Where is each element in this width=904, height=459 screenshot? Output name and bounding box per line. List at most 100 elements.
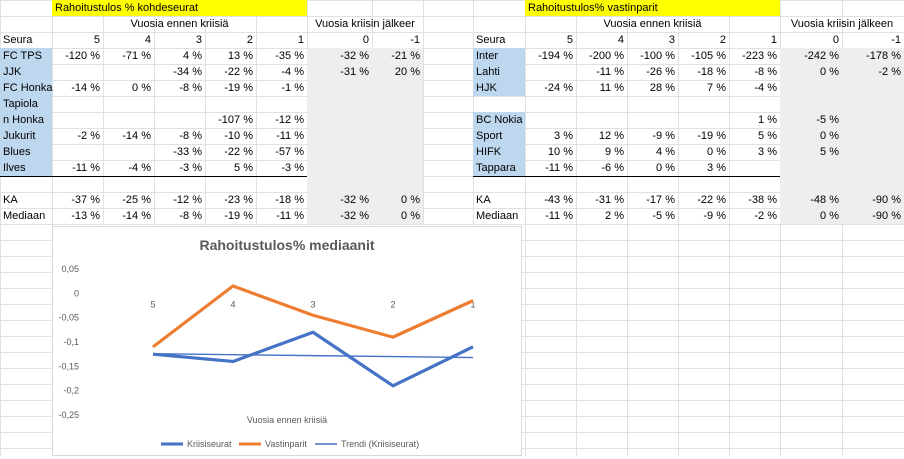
value-cell[interactable]: -4 %: [103, 160, 154, 176]
summary-label[interactable]: Mediaan: [473, 208, 525, 224]
summary-value[interactable]: -17 %: [627, 192, 678, 208]
value-cell[interactable]: -4 %: [256, 64, 307, 80]
group-header-before[interactable]: Vuosia ennen kriisiä: [52, 16, 307, 32]
row-label[interactable]: Lahti: [473, 64, 525, 80]
summary-value[interactable]: -18 %: [256, 192, 307, 208]
value-cell[interactable]: 28 %: [627, 80, 678, 96]
value-cell[interactable]: -71 %: [103, 48, 154, 64]
summary-value[interactable]: -25 %: [103, 192, 154, 208]
value-cell[interactable]: -242 %: [780, 48, 842, 64]
summary-value[interactable]: -32 %: [307, 208, 372, 224]
year-header[interactable]: 1: [729, 32, 780, 48]
summary-value[interactable]: 0 %: [372, 192, 423, 208]
summary-value[interactable]: -2 %: [729, 208, 780, 224]
summary-value[interactable]: 0 %: [780, 208, 842, 224]
column-header-seura[interactable]: Seura: [0, 32, 52, 48]
value-cell[interactable]: -120 %: [52, 48, 103, 64]
year-header[interactable]: 0: [307, 32, 372, 48]
row-label[interactable]: FC Honka: [0, 80, 52, 96]
value-cell[interactable]: -26 %: [627, 64, 678, 80]
value-cell[interactable]: 9 %: [576, 144, 627, 160]
summary-value[interactable]: -19 %: [205, 208, 256, 224]
summary-value[interactable]: -13 %: [52, 208, 103, 224]
value-cell[interactable]: 0 %: [678, 144, 729, 160]
value-cell[interactable]: 4 %: [154, 48, 205, 64]
year-header[interactable]: 1: [256, 32, 307, 48]
value-cell[interactable]: -105 %: [678, 48, 729, 64]
summary-label[interactable]: KA: [473, 192, 525, 208]
year-header[interactable]: 3: [154, 32, 205, 48]
year-header[interactable]: 2: [678, 32, 729, 48]
value-cell[interactable]: -178 %: [842, 48, 904, 64]
value-cell[interactable]: -19 %: [205, 80, 256, 96]
value-cell[interactable]: -11 %: [576, 64, 627, 80]
summary-value[interactable]: -43 %: [525, 192, 576, 208]
value-cell[interactable]: -19 %: [678, 128, 729, 144]
group-header-after[interactable]: Vuosia kriisin jälkeer: [307, 16, 423, 32]
row-label[interactable]: HJK: [473, 80, 525, 96]
summary-value[interactable]: -23 %: [205, 192, 256, 208]
year-header[interactable]: -1: [842, 32, 904, 48]
summary-label[interactable]: KA: [0, 192, 52, 208]
value-cell[interactable]: -5 %: [780, 112, 842, 128]
value-cell[interactable]: -8 %: [154, 128, 205, 144]
group-header-before[interactable]: Vuosia ennen kriisiä: [525, 16, 780, 32]
value-cell[interactable]: 20 %: [372, 64, 423, 80]
row-label[interactable]: HIFK: [473, 144, 525, 160]
value-cell[interactable]: -33 %: [154, 144, 205, 160]
value-cell[interactable]: -32 %: [307, 48, 372, 64]
value-cell[interactable]: -3 %: [154, 160, 205, 176]
row-label[interactable]: FC TPS: [0, 48, 52, 64]
row-label[interactable]: JJK: [0, 64, 52, 80]
summary-value[interactable]: -14 %: [103, 208, 154, 224]
summary-value[interactable]: -12 %: [154, 192, 205, 208]
summary-value[interactable]: -90 %: [842, 208, 904, 224]
value-cell[interactable]: -22 %: [205, 64, 256, 80]
year-header[interactable]: 5: [52, 32, 103, 48]
value-cell[interactable]: -11 %: [52, 160, 103, 176]
value-cell[interactable]: -31 %: [307, 64, 372, 80]
value-cell[interactable]: -107 %: [205, 112, 256, 128]
year-header[interactable]: 3: [627, 32, 678, 48]
value-cell[interactable]: 4 %: [627, 144, 678, 160]
year-header[interactable]: 4: [576, 32, 627, 48]
value-cell[interactable]: -10 %: [205, 128, 256, 144]
summary-value[interactable]: -90 %: [842, 192, 904, 208]
value-cell[interactable]: 10 %: [525, 144, 576, 160]
value-cell[interactable]: -14 %: [52, 80, 103, 96]
row-label[interactable]: Tappara: [473, 160, 525, 176]
value-cell[interactable]: -100 %: [627, 48, 678, 64]
summary-value[interactable]: -48 %: [780, 192, 842, 208]
value-cell[interactable]: 11 %: [576, 80, 627, 96]
value-cell[interactable]: -200 %: [576, 48, 627, 64]
value-cell[interactable]: 12 %: [576, 128, 627, 144]
value-cell[interactable]: -9 %: [627, 128, 678, 144]
value-cell[interactable]: 0 %: [627, 160, 678, 176]
value-cell[interactable]: 0 %: [103, 80, 154, 96]
year-header[interactable]: 2: [205, 32, 256, 48]
summary-value[interactable]: -38 %: [729, 192, 780, 208]
year-header[interactable]: 4: [103, 32, 154, 48]
value-cell[interactable]: 7 %: [678, 80, 729, 96]
summary-value[interactable]: -37 %: [52, 192, 103, 208]
row-label[interactable]: Tapiola: [0, 96, 52, 112]
value-cell[interactable]: -18 %: [678, 64, 729, 80]
value-cell[interactable]: -34 %: [154, 64, 205, 80]
value-cell[interactable]: 1 %: [729, 112, 780, 128]
value-cell[interactable]: 0 %: [780, 128, 842, 144]
summary-value[interactable]: -22 %: [678, 192, 729, 208]
summary-value[interactable]: -8 %: [154, 208, 205, 224]
year-header[interactable]: -1: [372, 32, 423, 48]
value-cell[interactable]: -8 %: [154, 80, 205, 96]
row-label[interactable]: n Honka: [0, 112, 52, 128]
value-cell[interactable]: -8 %: [729, 64, 780, 80]
summary-value[interactable]: -31 %: [576, 192, 627, 208]
column-header-seura[interactable]: Seura: [473, 32, 525, 48]
value-cell[interactable]: -223 %: [729, 48, 780, 64]
summary-value[interactable]: 2 %: [576, 208, 627, 224]
row-label[interactable]: Sport: [473, 128, 525, 144]
value-cell[interactable]: -1 %: [256, 80, 307, 96]
summary-value[interactable]: -5 %: [627, 208, 678, 224]
row-label[interactable]: Inter: [473, 48, 525, 64]
